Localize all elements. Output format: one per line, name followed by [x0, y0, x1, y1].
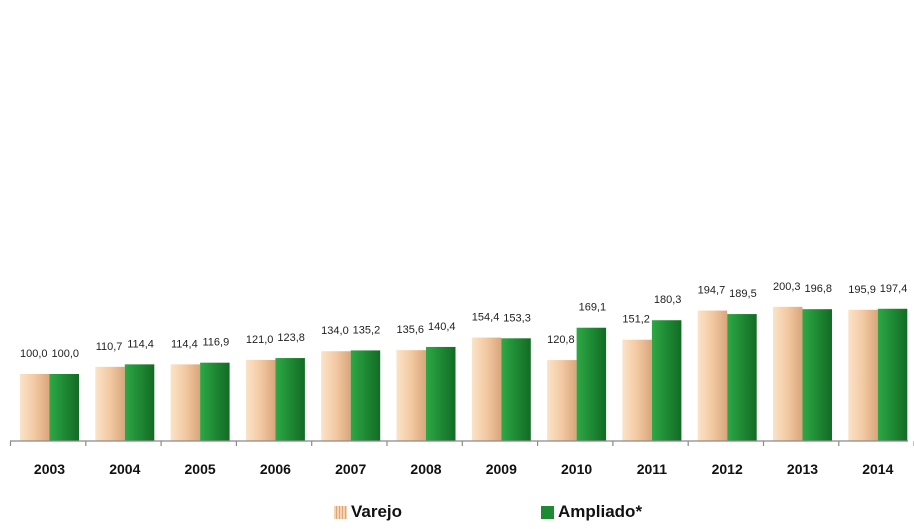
value-label-varejo-2012: 194,7 — [698, 285, 726, 297]
value-label-ampliado-2011: 180,3 — [654, 294, 682, 306]
bar-ampliado-2013 — [802, 309, 832, 441]
bar-varejo-2009 — [471, 337, 502, 441]
bar-varejo-2014 — [848, 309, 878, 441]
bar-ampliado-2010 — [576, 327, 607, 441]
x-tick-label-2008: 2008 — [410, 461, 441, 477]
value-label-varejo-2003: 100,0 — [20, 348, 48, 360]
value-label-ampliado-2014: 197,4 — [880, 283, 908, 295]
bar-ampliado-2004 — [124, 364, 155, 441]
value-labels-layer: 100,0 100,0 110,7 114,4 114,4 116,9 121,0 123,8… — [20, 281, 907, 360]
value-label-ampliado-2010: 169,1 — [579, 302, 607, 314]
value-label-ampliado-2007: 135,2 — [353, 324, 381, 336]
x-tick-label-2011: 2011 — [637, 461, 668, 477]
value-label-varejo-2005: 114,4 — [171, 338, 198, 350]
x-axis-ticks — [9, 441, 914, 446]
value-label-varejo-2013: 200,3 — [773, 281, 801, 293]
x-tick-label-2010: 2010 — [561, 461, 592, 477]
x-tick-label-2014: 2014 — [862, 461, 893, 477]
legend-label-varejo: Varejo — [351, 502, 403, 521]
bar-varejo-2013 — [773, 306, 803, 441]
x-tick-label-2003: 2003 — [34, 461, 65, 477]
legend: Varejo Ampliado* — [0, 502, 914, 528]
legend-swatch-ampliado — [541, 505, 554, 519]
value-label-ampliado-2012: 189,5 — [729, 288, 757, 300]
value-label-varejo-2008: 135,6 — [396, 324, 424, 336]
value-label-ampliado-2006: 123,8 — [277, 332, 305, 344]
bar-ampliado-2007 — [350, 350, 381, 441]
bar-ampliado-2014 — [877, 308, 908, 441]
x-tick-label-2007: 2007 — [335, 461, 366, 477]
bar-ampliado-2009 — [501, 338, 531, 441]
bar-varejo-2003 — [20, 374, 50, 441]
value-label-ampliado-2013: 196,8 — [804, 283, 832, 295]
bar-varejo-2012 — [697, 310, 728, 441]
bar-ampliado-2011 — [651, 320, 682, 441]
x-tick-label-2013: 2013 — [787, 461, 818, 477]
bar-varejo-2011 — [622, 339, 652, 441]
value-label-varejo-2011: 151,2 — [622, 314, 650, 326]
value-label-varejo-2010: 120,8 — [547, 334, 575, 346]
bar-ampliado-2012 — [727, 314, 757, 441]
value-label-ampliado-2005: 116,9 — [202, 337, 229, 349]
x-axis-tick-labels: 2003 2004 2005 2006 2007 2008 2009 2010 2011 2012… — [34, 461, 894, 477]
legend-item-varejo: Varejo — [334, 502, 402, 522]
bar-ampliado-2006 — [275, 358, 305, 441]
bar-ampliado-2005 — [200, 362, 230, 441]
value-label-varejo-2007: 134,0 — [321, 325, 349, 337]
value-label-ampliado-2003: 100,0 — [51, 348, 79, 360]
x-tick-label-2004: 2004 — [109, 461, 140, 477]
value-label-ampliado-2004: 114,4 — [127, 338, 154, 350]
bar-ampliado-2003 — [49, 374, 79, 441]
value-label-varejo-2014: 195,9 — [848, 284, 876, 296]
bar-ampliado-2008 — [426, 346, 456, 441]
value-label-ampliado-2009: 153,3 — [503, 312, 531, 324]
legend-swatch-varejo — [334, 505, 347, 519]
bar-varejo-2010 — [547, 360, 577, 441]
x-tick-label-2009: 2009 — [486, 461, 517, 477]
x-tick-label-2006: 2006 — [260, 461, 291, 477]
bar-varejo-2007 — [321, 351, 351, 441]
value-label-varejo-2004: 110,7 — [96, 341, 123, 353]
value-label-varejo-2006: 121,0 — [246, 334, 274, 346]
value-label-varejo-2009: 154,4 — [472, 312, 500, 324]
bar-varejo-2005 — [170, 364, 201, 441]
bar-varejo-2004 — [95, 366, 125, 441]
value-label-ampliado-2008: 140,4 — [428, 321, 456, 333]
bar-varejo-2008 — [396, 350, 426, 441]
legend-item-ampliado: Ampliado* — [541, 502, 642, 522]
bars-layer — [20, 306, 908, 441]
x-tick-label-2012: 2012 — [712, 461, 743, 477]
legend-label-ampliado: Ampliado* — [558, 502, 643, 521]
x-tick-label-2005: 2005 — [185, 461, 216, 477]
bar-varejo-2006 — [245, 359, 276, 441]
